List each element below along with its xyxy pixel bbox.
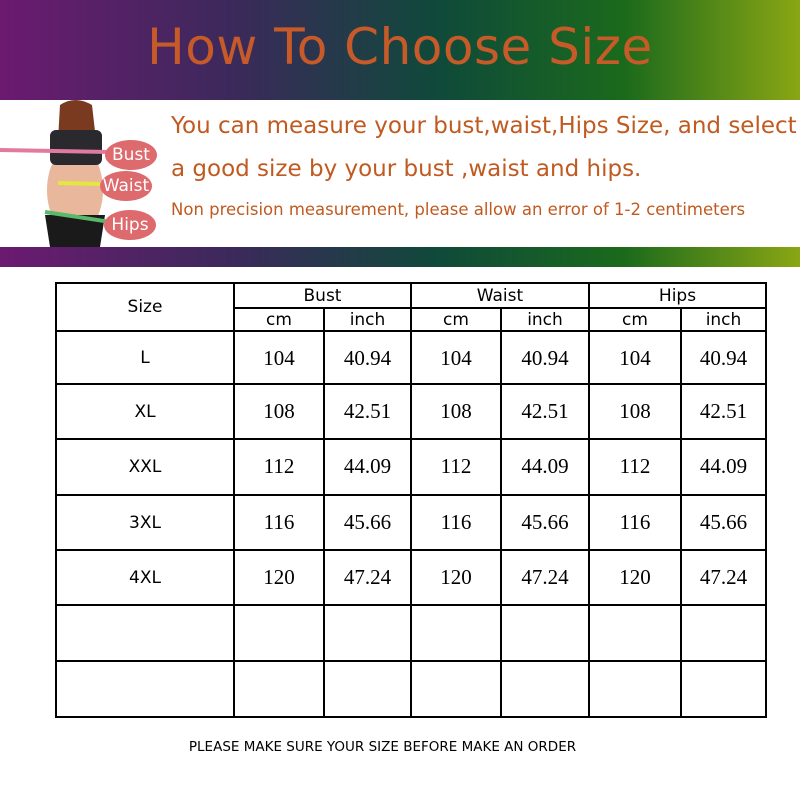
size-cell: L [55, 330, 235, 385]
measurement-cell: 104 [588, 330, 682, 385]
size-cell: XXL [55, 438, 235, 496]
measurement-cell: 45.66 [323, 494, 412, 551]
measurement-cell: 47.24 [680, 549, 767, 606]
measurement-cell: 116 [588, 494, 682, 551]
bust-label: Bust [105, 140, 157, 170]
measurement-cell: 104 [233, 330, 325, 385]
measurement-cell [323, 604, 412, 662]
table-row: L 104 40.94 104 40.94 104 40.94 [55, 330, 767, 385]
measurement-cell: 112 [233, 438, 325, 496]
measurement-cell: 42.51 [500, 383, 590, 440]
measurement-cell [680, 604, 767, 662]
measurement-cell [323, 660, 412, 718]
size-cell: XL [55, 383, 235, 440]
measurement-cell: 104 [410, 330, 502, 385]
size-header: Size [55, 282, 235, 332]
measurement-cell [588, 604, 682, 662]
measurement-cell: 40.94 [323, 330, 412, 385]
table-row: XXL 112 44.09 112 44.09 112 44.09 [55, 438, 767, 496]
measurement-cell: 120 [233, 549, 325, 606]
unit-header: inch [680, 307, 767, 332]
instruction-line-2: a good size by your bust ,waist and hips… [171, 156, 642, 182]
unit-header: cm [410, 307, 502, 332]
waist-tape [57, 181, 101, 186]
measurement-cell: 120 [588, 549, 682, 606]
measurement-cell: 116 [233, 494, 325, 551]
table-row [55, 604, 767, 662]
table-row: XL 108 42.51 108 42.51 108 42.51 [55, 383, 767, 440]
measurement-cell [500, 604, 590, 662]
measurement-cell: 47.24 [500, 549, 590, 606]
unit-header: inch [323, 307, 412, 332]
measurement-cell: 40.94 [680, 330, 767, 385]
measurement-cell: 108 [410, 383, 502, 440]
measurement-cell: 47.24 [323, 549, 412, 606]
precision-note: Non precision measurement, please allow … [171, 200, 746, 219]
size-cell: 4XL [55, 549, 235, 606]
size-table: Size Bust Waist Hips cm inch cm inch cm inch … [55, 282, 767, 718]
measurement-cell: 120 [410, 549, 502, 606]
measurement-cell: 108 [588, 383, 682, 440]
measurement-cell [410, 660, 502, 718]
size-cell [55, 660, 235, 718]
instruction-line-1: You can measure your bust,waist,Hips Siz… [171, 113, 797, 139]
unit-header: cm [588, 307, 682, 332]
measurement-cell [680, 660, 767, 718]
table-row: 4XL 120 47.24 120 47.24 120 47.24 [55, 549, 767, 606]
size-cell: 3XL [55, 494, 235, 551]
hips-label: Hips [104, 210, 156, 240]
hips-header: Hips [588, 282, 767, 309]
measurement-cell [500, 660, 590, 718]
measurement-cell: 45.66 [500, 494, 590, 551]
waist-header: Waist [410, 282, 590, 309]
size-cell [55, 604, 235, 662]
measurement-cell [588, 660, 682, 718]
page-title: How To Choose Size [147, 18, 653, 76]
measurement-cell: 42.51 [680, 383, 767, 440]
measurement-cell: 45.66 [680, 494, 767, 551]
measurement-cell [410, 604, 502, 662]
measurement-figure: Bust Waist Hips [0, 100, 160, 247]
measurement-cell: 40.94 [500, 330, 590, 385]
measurement-cell [233, 604, 325, 662]
table-row [55, 660, 767, 718]
unit-header: inch [500, 307, 590, 332]
header-banner [0, 0, 800, 100]
measurement-cell: 108 [233, 383, 325, 440]
bust-tape [0, 148, 111, 154]
measurement-cell: 44.09 [323, 438, 412, 496]
measurement-cell: 44.09 [680, 438, 767, 496]
measurement-cell: 112 [588, 438, 682, 496]
divider-band [0, 247, 800, 267]
bust-header: Bust [233, 282, 412, 309]
measurement-cell: 112 [410, 438, 502, 496]
footer-note: PLEASE MAKE SURE YOUR SIZE BEFORE MAKE A… [188, 739, 577, 755]
measurement-cell [233, 660, 325, 718]
table-row: 3XL 116 45.66 116 45.66 116 45.66 [55, 494, 767, 551]
measurement-cell: 42.51 [323, 383, 412, 440]
waist-label: Waist [100, 171, 152, 201]
unit-header: cm [233, 307, 325, 332]
measurement-cell: 44.09 [500, 438, 590, 496]
measurement-cell: 116 [410, 494, 502, 551]
